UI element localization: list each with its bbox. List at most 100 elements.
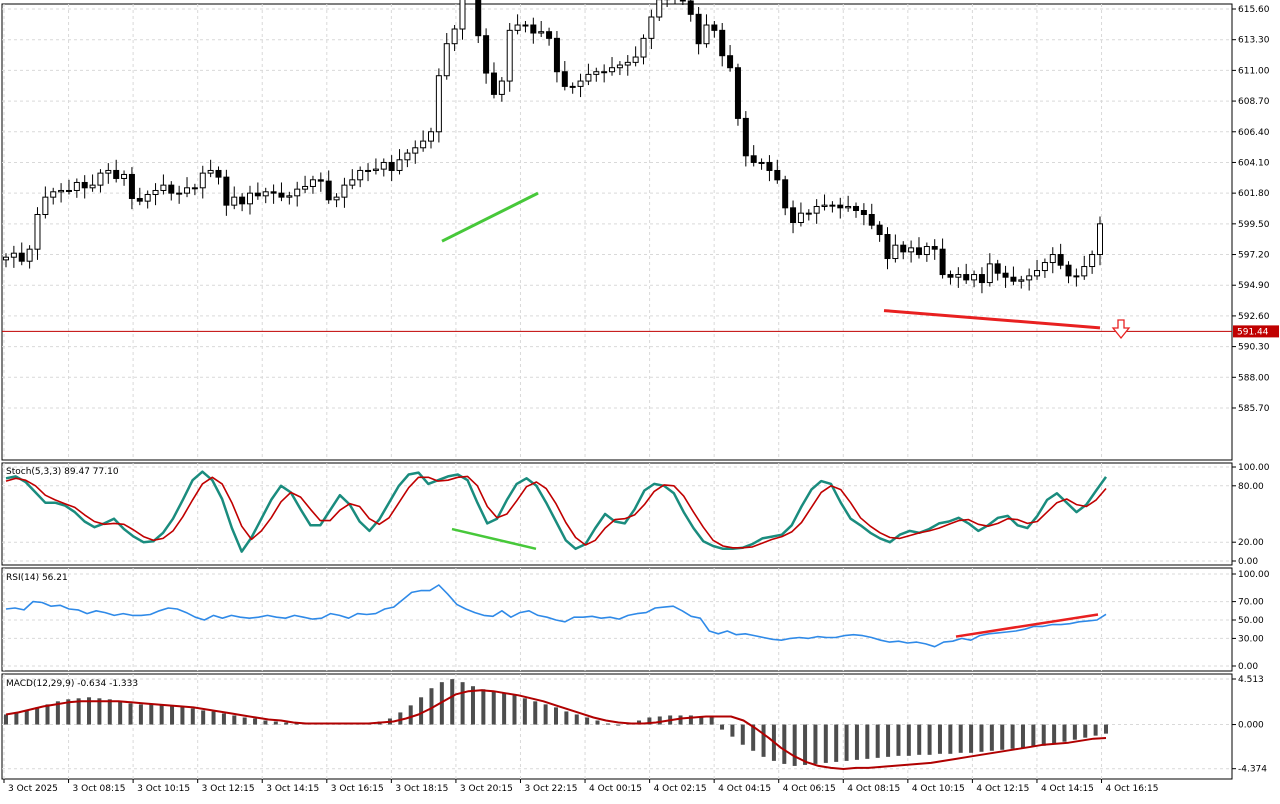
candle — [262, 191, 269, 197]
macd-bar — [149, 704, 154, 725]
candle — [609, 67, 616, 73]
candle — [884, 234, 891, 260]
macd-bar — [979, 724, 984, 752]
candle — [931, 246, 938, 250]
candle — [286, 195, 293, 198]
candle — [986, 263, 993, 284]
macd-bar — [107, 699, 112, 725]
macd-bar — [574, 714, 579, 725]
macd-bar — [699, 716, 704, 725]
candle — [254, 192, 261, 197]
candle — [278, 192, 285, 198]
candle — [640, 37, 647, 58]
x-tick-label: 4 Oct 10:15 — [912, 784, 965, 794]
y-tick-label: 100.00 — [1238, 463, 1270, 473]
y-tick-label: 50.00 — [1238, 616, 1264, 626]
candle — [593, 71, 600, 75]
candle — [845, 205, 852, 209]
candle — [1018, 279, 1025, 282]
macd-bar — [429, 688, 434, 725]
y-tick-label: 20.00 — [1238, 538, 1264, 548]
candle — [1041, 262, 1048, 272]
candle — [97, 172, 104, 186]
macd-bar — [792, 724, 797, 766]
candle — [1002, 272, 1009, 278]
rsi-line — [5, 584, 1107, 648]
macd-bar — [1072, 724, 1077, 740]
y-tick-label: 4.513 — [1238, 675, 1264, 685]
x-tick-label: 4 Oct 08:15 — [847, 784, 900, 794]
macd-bar — [253, 718, 258, 725]
x-tick-label: 3 Oct 22:15 — [524, 784, 577, 794]
candle — [1026, 275, 1033, 281]
candle — [357, 169, 364, 181]
x-tick-label: 3 Oct 10:15 — [137, 784, 190, 794]
macd-bar — [958, 724, 963, 753]
candle — [805, 212, 812, 215]
macd-bar — [969, 724, 974, 753]
candle — [26, 248, 33, 262]
candle — [404, 152, 411, 161]
macd-bar — [917, 724, 922, 755]
macd-bar — [1104, 724, 1108, 734]
y-tick-label: 611.00 — [1238, 66, 1270, 76]
candle — [176, 192, 183, 195]
x-tick-label: 4 Oct 16:15 — [1106, 784, 1159, 794]
macd-bar — [1000, 724, 1005, 750]
macd-bar — [502, 693, 507, 725]
candle — [561, 71, 568, 87]
candle — [1049, 254, 1056, 264]
candle — [908, 247, 915, 253]
x-tick-label: 4 Oct 12:15 — [976, 784, 1029, 794]
macd-bar — [118, 701, 123, 725]
sell-arrow-icon — [1111, 319, 1131, 340]
candle — [128, 173, 135, 199]
macd-bar — [273, 721, 278, 725]
candle — [443, 43, 450, 77]
candle — [734, 67, 741, 119]
y-tick-label: 615.60 — [1238, 5, 1270, 15]
macd-bar — [491, 691, 496, 725]
candle — [616, 64, 623, 69]
candle — [821, 204, 828, 207]
macd-bar — [128, 703, 133, 725]
macd-bar — [470, 686, 475, 725]
x-tick-label: 3 Oct 2025 — [8, 784, 58, 794]
y-tick-label: 585.70 — [1238, 404, 1270, 414]
candle — [1089, 254, 1096, 268]
candle — [971, 274, 978, 281]
x-tick-label: 4 Oct 00:15 — [589, 784, 642, 794]
candle — [1097, 223, 1103, 256]
macd-bar — [937, 724, 942, 754]
candle — [963, 274, 970, 281]
y-tick-label: 100.00 — [1238, 570, 1270, 580]
candle — [955, 274, 962, 278]
candle — [73, 181, 80, 191]
macd-bar — [221, 713, 226, 725]
bear-divergence-line — [883, 309, 1101, 330]
pane-stoch — [1, 462, 1233, 566]
macd-bar — [730, 724, 735, 737]
candle — [388, 161, 395, 171]
macd-bar — [678, 715, 683, 725]
macd-bar — [906, 724, 911, 756]
y-tick-label: 80.00 — [1238, 482, 1264, 492]
macd-bar — [159, 705, 164, 725]
macd-bar — [408, 705, 413, 725]
x-tick-label: 3 Oct 16:15 — [331, 784, 384, 794]
stoch-signal-line — [5, 475, 1107, 549]
candle — [81, 181, 88, 189]
candle — [1034, 270, 1041, 277]
candle — [412, 147, 419, 154]
candle — [813, 205, 820, 214]
macd-bar — [460, 682, 465, 725]
macd-bar — [896, 724, 901, 756]
candle — [758, 161, 765, 164]
macd-bar — [740, 724, 745, 745]
candle — [105, 169, 112, 174]
candle — [1081, 266, 1088, 277]
macd-bar — [190, 708, 195, 725]
macd-bar — [989, 724, 994, 751]
